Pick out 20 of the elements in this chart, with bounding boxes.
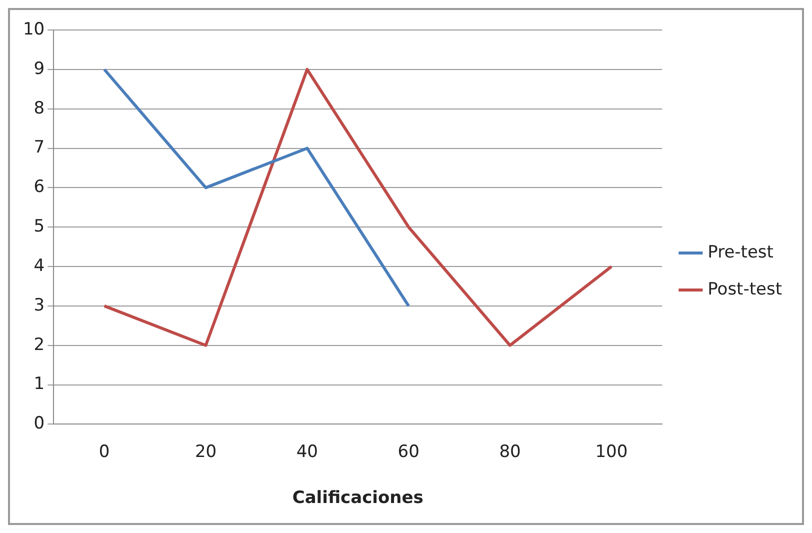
y-tick-label: 2 bbox=[34, 334, 45, 355]
legend-label: Post-test bbox=[708, 279, 782, 300]
y-tick-label: 10 bbox=[22, 19, 45, 40]
y-tick-label: 1 bbox=[34, 374, 45, 394]
x-tick-label: 100 bbox=[595, 442, 628, 462]
y-tick-label: 8 bbox=[34, 98, 45, 118]
y-tick-label: 3 bbox=[34, 295, 45, 316]
y-tick-label: 5 bbox=[34, 216, 45, 237]
x-tick-label: 40 bbox=[296, 442, 318, 462]
legend-label: Pre-test bbox=[708, 242, 774, 262]
y-tick-label: 9 bbox=[34, 58, 45, 79]
x-tick-label: 60 bbox=[398, 442, 420, 462]
x-axis-title: Calificaciones bbox=[292, 488, 424, 508]
x-tick-label: 0 bbox=[98, 442, 110, 462]
y-tick-label: 6 bbox=[34, 177, 45, 198]
y-tick-label: 0 bbox=[34, 414, 45, 434]
x-tick-label: 20 bbox=[194, 442, 217, 462]
y-tick-label: 4 bbox=[34, 256, 45, 276]
x-tick-label: 80 bbox=[499, 442, 521, 462]
y-tick-label: 7 bbox=[34, 138, 45, 158]
